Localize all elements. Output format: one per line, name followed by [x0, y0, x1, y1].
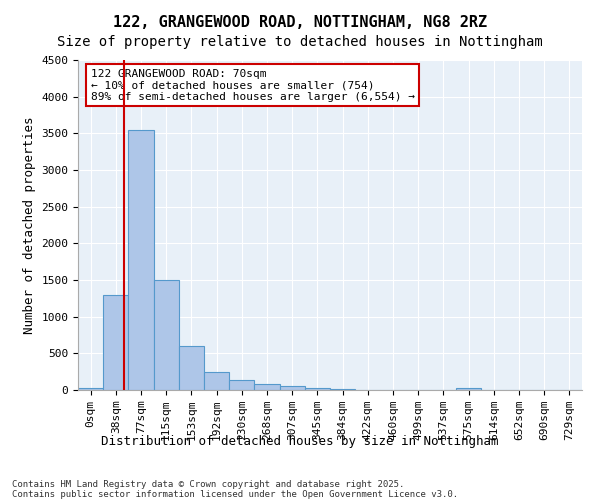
- Bar: [204, 372, 229, 390]
- Bar: [330, 388, 355, 390]
- Text: Contains HM Land Registry data © Crown copyright and database right 2025.
Contai: Contains HM Land Registry data © Crown c…: [12, 480, 458, 500]
- Bar: [103, 294, 128, 390]
- Bar: [280, 386, 305, 390]
- Text: 122, GRANGEWOOD ROAD, NOTTINGHAM, NG8 2RZ: 122, GRANGEWOOD ROAD, NOTTINGHAM, NG8 2R…: [113, 15, 487, 30]
- Y-axis label: Number of detached properties: Number of detached properties: [23, 116, 36, 334]
- Bar: [78, 388, 103, 390]
- Bar: [229, 380, 254, 390]
- Bar: [128, 130, 154, 390]
- Bar: [154, 280, 179, 390]
- Text: Distribution of detached houses by size in Nottingham: Distribution of detached houses by size …: [101, 435, 499, 448]
- Text: Size of property relative to detached houses in Nottingham: Size of property relative to detached ho…: [57, 35, 543, 49]
- Bar: [305, 388, 330, 390]
- Bar: [254, 384, 280, 390]
- Bar: [456, 388, 481, 390]
- Bar: [179, 346, 204, 390]
- Text: 122 GRANGEWOOD ROAD: 70sqm
← 10% of detached houses are smaller (754)
89% of sem: 122 GRANGEWOOD ROAD: 70sqm ← 10% of deta…: [91, 69, 415, 102]
